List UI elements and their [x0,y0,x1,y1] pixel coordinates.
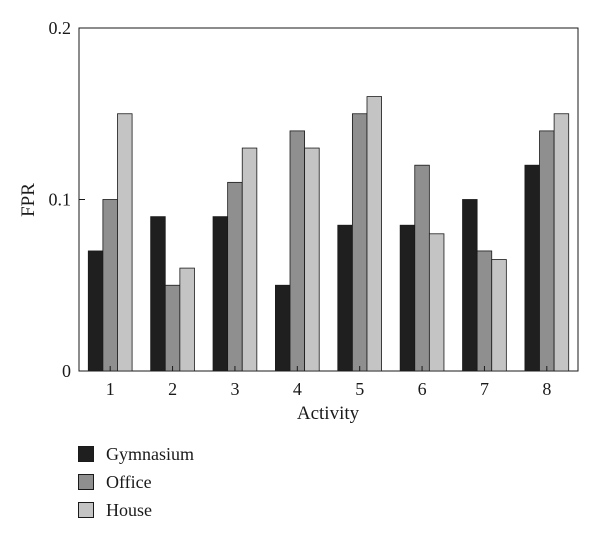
bar-house-activity-1 [117,113,133,372]
bar-house-activity-7 [491,259,507,372]
bar-house-activity-3 [241,147,258,372]
bar-gymnasium-activity-7 [462,199,478,372]
bar-house-activity-8 [553,113,570,372]
bar-gymnasium-activity-4 [275,284,291,372]
bar-gymnasium-activity-5 [337,224,353,372]
legend-item-gymnasium: Gymnasium [78,440,194,468]
y-axis-ticks: 0 0.1 0.2 [49,18,85,381]
legend-label-office: Office [106,471,152,492]
x-tick-label: 6 [418,379,427,399]
bar-house-activity-6 [428,233,445,372]
bar-house-activity-2 [179,267,195,372]
bar-office-activity-5 [351,113,368,372]
x-tick-label: 5 [355,379,364,399]
legend-item-office: Office [78,468,194,496]
legend-swatch-office [78,474,94,490]
bar-office-activity-2 [164,284,181,372]
legend-swatch-gymnasium [78,446,94,462]
y-axis-title: FPR [18,183,39,217]
bar-office-activity-6 [414,164,430,372]
y-tick-label: 0.1 [49,190,72,210]
legend-item-house: House [78,496,194,524]
legend: Gymnasium Office House [78,440,194,524]
x-tick-label: 8 [542,379,551,399]
legend-label-house: House [106,499,152,520]
bar-office-activity-7 [476,250,493,372]
bar-house-activity-5 [366,96,382,372]
x-axis-ticks: 1 2 3 4 5 6 7 8 [106,366,551,399]
bar-office-activity-4 [289,130,306,372]
x-tick-label: 7 [480,379,489,399]
y-tick-label: 0 [62,361,71,381]
legend-swatch-house [78,502,94,518]
y-tick-label: 0.2 [49,18,72,38]
bars-group [87,96,570,372]
bar-office-activity-1 [102,199,118,372]
bar-gymnasium-activity-6 [399,224,416,372]
x-axis-title: Activity [297,403,360,424]
legend-label-gymnasium: Gymnasium [106,443,194,464]
x-tick-label: 3 [230,379,239,399]
bar-gymnasium-activity-3 [212,216,229,372]
bar-office-activity-3 [227,181,243,372]
bar-gymnasium-activity-1 [87,250,104,372]
bar-gymnasium-activity-2 [150,216,166,372]
x-tick-label: 2 [168,379,177,399]
x-tick-label: 1 [106,379,115,399]
bar-house-activity-4 [304,147,320,372]
x-tick-label: 4 [293,379,302,399]
bar-gymnasium-activity-8 [524,164,540,372]
bar-office-activity-8 [539,130,555,372]
bar-chart: 0 0.1 0.2 1 2 3 4 5 6 7 8 Activity FPR [18,18,579,424]
